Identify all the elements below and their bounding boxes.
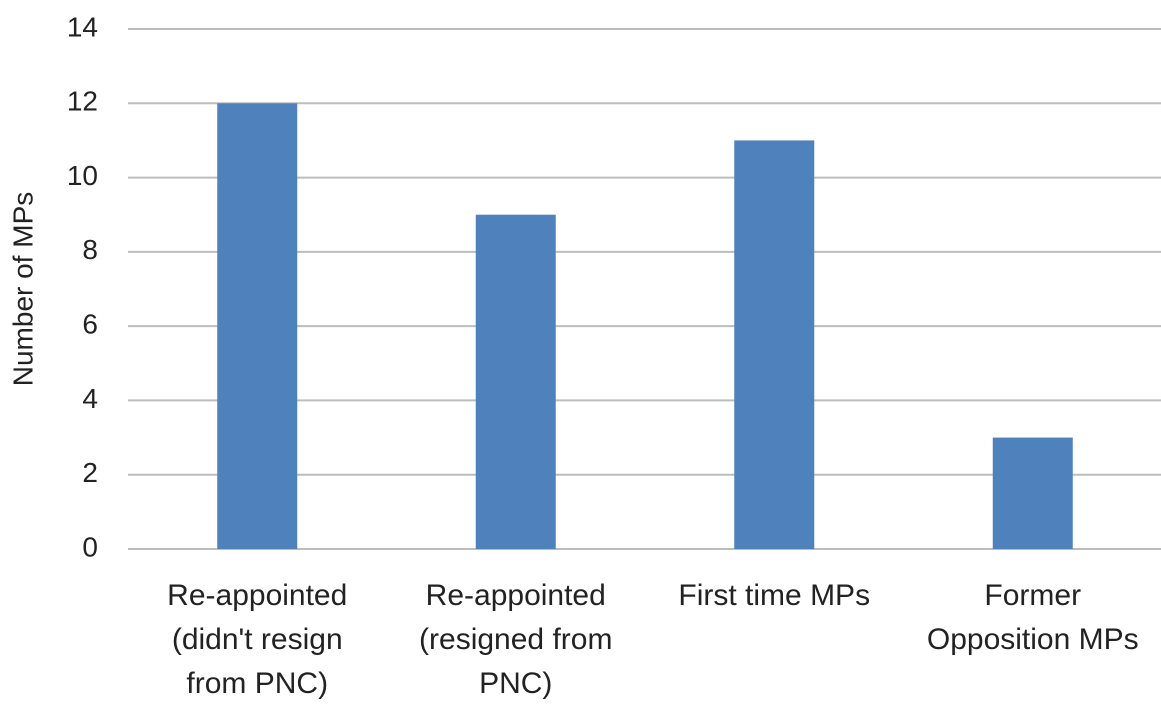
x-tick-label: Re-appointed (resigned from PNC) [419,579,613,700]
bar [992,437,1073,549]
y-tick-label: 2 [82,457,98,488]
y-tick-label: 8 [82,234,98,265]
y-axis-label: Number of MPs [7,192,38,387]
y-tick-label: 6 [82,309,98,340]
y-tick-label: 4 [82,383,98,414]
y-tick-label: 10 [67,160,98,191]
y-tick-label: 0 [82,531,98,562]
x-tick-label: First time MPs [678,579,871,612]
x-tick-label: Former Opposition MPs [926,579,1139,656]
bar [475,214,556,549]
y-tick-label: 14 [67,11,98,42]
x-tick-label: Re-appointed (didn't resign from PNC) [167,579,348,700]
bar [217,103,298,550]
bar [734,140,815,549]
y-tick-label: 12 [67,86,98,117]
